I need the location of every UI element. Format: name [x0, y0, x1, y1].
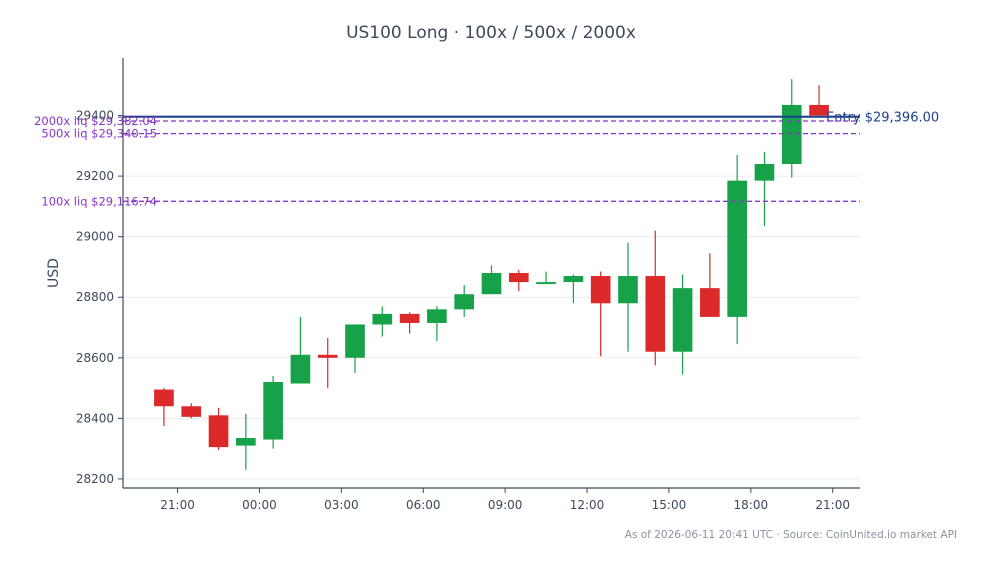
candle-body-up [372, 313, 393, 325]
axes [122, 58, 860, 489]
y-tick-label: 28200 [76, 472, 114, 486]
candle-body-up [618, 276, 638, 304]
liquidation-label: 500x liq $29,340.15 [41, 127, 157, 141]
x-tick-label: 21:00 [815, 498, 850, 512]
candle-body-down [700, 288, 720, 317]
entry-label: Entry $29,396.00 [826, 111, 939, 126]
y-axis-label: USD [46, 258, 62, 288]
candle-body-down [208, 415, 229, 448]
candle-body-up [672, 288, 693, 352]
y-tick-label: 29400 [76, 109, 114, 123]
y-tick-label: 28400 [76, 411, 114, 425]
x-axis-ticks: 21:00 00:00 03:00 06:00 09:00 12:00 15:00 18:00… [160, 488, 850, 512]
candle-body-up [481, 273, 502, 295]
x-tick-label: 00:00 [242, 498, 277, 512]
x-tick-label: 12:00 [570, 498, 605, 512]
candle-body-up [345, 324, 365, 358]
y-tick-label: 28600 [76, 351, 114, 365]
candle-body-down [508, 273, 529, 283]
candle-body-up [781, 104, 802, 164]
candle-body-down [645, 276, 666, 352]
y-axis-ticks: 28200 28400 28600 28800 29000 29200 29400 [76, 109, 123, 486]
candle-body-up [263, 382, 283, 440]
footer-source-note: As of 2026-06-11 20:41 UTC · Source: Coi… [625, 529, 957, 541]
candle-body-down [181, 406, 202, 417]
candle-body-up [536, 282, 556, 285]
y-tick-label: 28800 [76, 290, 114, 304]
x-tick-label: 03:00 [324, 498, 359, 512]
candle-body-up [727, 180, 747, 317]
candle-body-down [399, 313, 420, 323]
liquidation-label: 2000x liq $29,382.04 [34, 114, 157, 128]
x-tick-label: 06:00 [406, 498, 441, 512]
candle-body-down [317, 354, 338, 358]
x-tick-label: 18:00 [734, 498, 769, 512]
liquidation-label: 100x liq $29,116.74 [41, 194, 157, 208]
chart-title: US100 Long · 100x / 500x / 2000x [346, 23, 636, 43]
candle-body-up [454, 294, 475, 310]
candle-body-down [809, 104, 829, 116]
x-tick-label: 09:00 [488, 498, 523, 512]
candle-body-up [563, 276, 584, 283]
candle-body-up [427, 309, 447, 323]
candle-body-down [154, 389, 174, 407]
x-tick-label: 15:00 [652, 498, 687, 512]
y-tick-label: 29000 [76, 230, 114, 244]
y-tick-label: 29200 [76, 169, 114, 183]
x-tick-label: 21:00 [160, 498, 195, 512]
candle-body-up [290, 354, 311, 384]
price-levels: Entry $29,396.00 2000x liq $29,382.04500x… [34, 111, 939, 209]
candle-body-up [236, 438, 256, 446]
candles [154, 79, 829, 470]
candle-body-down [590, 276, 611, 304]
candle-body-up [754, 163, 775, 181]
